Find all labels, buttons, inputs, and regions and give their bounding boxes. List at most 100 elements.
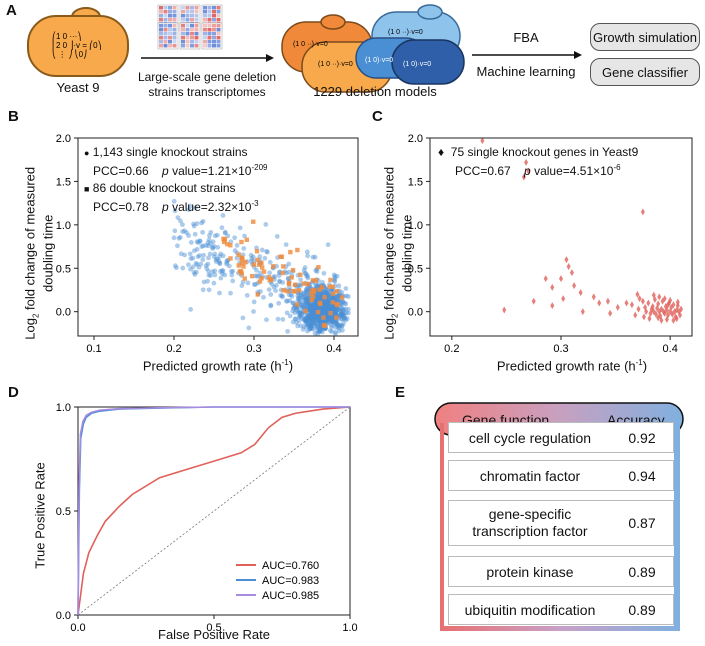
single-ko-point (314, 269, 320, 274)
single-ko-point (285, 328, 291, 334)
double-ko-point (313, 278, 319, 283)
single-ko-point (309, 312, 314, 317)
single-ko-point (276, 300, 282, 306)
gene-point (635, 290, 640, 298)
single-ko-point (284, 270, 289, 276)
chart-b: 0.1 0.2 0.3 0.4 0.0 0.5 1.0 1.5 2.0 (56, 133, 359, 355)
heatmap-cell (181, 6, 185, 10)
single-ko-point (309, 314, 315, 320)
double-ko-point (255, 257, 260, 263)
single-ko-point (337, 313, 343, 318)
single-ko-point (288, 292, 294, 298)
single-ko-point (191, 270, 197, 275)
single-ko-point (184, 230, 190, 236)
single-ko-point (307, 325, 313, 330)
heatmap-cell (190, 40, 194, 44)
single-ko-point (323, 304, 329, 310)
single-ko-point (318, 296, 324, 301)
gene-point (640, 297, 645, 305)
heatmap-cell (190, 18, 194, 22)
single-ko-point (302, 301, 308, 307)
single-ko-point (320, 279, 325, 285)
double-ko-point (280, 270, 285, 276)
heatmap-cell (203, 36, 207, 40)
panel-label-d: D (8, 384, 19, 401)
single-ko-point (302, 265, 308, 270)
single-ko-point (317, 294, 323, 300)
single-ko-point (323, 309, 329, 315)
chart-c-legend: ♦ 75 single knockout genes in Yeast9 (438, 145, 638, 159)
single-ko-point (322, 307, 328, 313)
single-ko-point (232, 248, 238, 253)
double-ko-point (285, 289, 290, 294)
heatmap-cell (212, 18, 216, 22)
single-ko-point (220, 212, 226, 218)
single-ko-point (322, 310, 328, 316)
single-ko-point (338, 310, 344, 316)
double-ko-point (261, 269, 267, 274)
gene-point (578, 289, 583, 297)
single-ko-point (340, 298, 346, 304)
single-ko-point (322, 309, 328, 315)
heatmap-cell (163, 36, 168, 40)
heatmap-cell (185, 44, 190, 48)
x-tick-label: 0.2 (444, 343, 459, 355)
single-ko-point (312, 303, 318, 308)
single-ko-point (333, 329, 338, 335)
single-ko-point (329, 322, 334, 328)
models-label: 1229 deletion models (313, 84, 437, 99)
double-ko-point (309, 288, 315, 293)
heatmap-cell (212, 32, 216, 36)
single-ko-point (299, 305, 305, 310)
single-ko-point (310, 315, 316, 321)
single-ko-point (317, 295, 323, 300)
single-ko-point (309, 320, 315, 326)
single-ko-point (326, 316, 332, 322)
single-ko-point (343, 310, 349, 316)
single-ko-point (309, 308, 314, 314)
single-ko-point (266, 287, 272, 293)
single-ko-point (329, 314, 335, 320)
single-ko-point (327, 296, 333, 301)
single-ko-point (297, 313, 303, 319)
single-ko-point (322, 304, 328, 310)
single-ko-point (319, 309, 325, 315)
single-ko-point (309, 302, 315, 308)
single-ko-point (304, 298, 310, 304)
single-ko-point (284, 298, 290, 304)
x-tick-label: 0.0 (70, 622, 85, 634)
roc-curve (77, 406, 351, 616)
single-ko-point (302, 291, 308, 297)
single-ko-point (304, 272, 310, 278)
single-ko-point (343, 293, 349, 299)
single-ko-point (336, 297, 341, 303)
single-ko-point (287, 313, 293, 319)
single-ko-point (331, 272, 337, 278)
single-ko-point (338, 311, 343, 317)
row-accuracy: 0.94 (628, 467, 656, 484)
heatmap-cell (185, 40, 190, 44)
plot-frame (77, 137, 359, 337)
single-ko-point (286, 261, 292, 267)
single-ko-point (318, 294, 323, 300)
roc-curve (77, 406, 350, 616)
single-ko-point (199, 244, 205, 249)
gene-point (615, 303, 620, 311)
single-ko-point (309, 310, 314, 316)
single-ko-point (198, 261, 204, 267)
legend-single-title: 1,143 single knockout strains (92, 145, 248, 159)
heatmap-cell (190, 36, 194, 40)
single-ko-point (312, 304, 318, 309)
single-ko-point (300, 326, 306, 332)
heatmap-cell (181, 32, 185, 36)
single-ko-point (297, 310, 302, 316)
single-ko-point (320, 291, 326, 296)
single-ko-point (307, 314, 313, 320)
single-ko-point (195, 240, 201, 246)
svg-text:⎝ ⋮ ⎠ ⎝0⎠: ⎝ ⋮ ⎠ ⎝0⎠ (52, 49, 87, 59)
single-ko-point (293, 316, 298, 322)
heatmap-cell (159, 32, 163, 36)
single-ko-point (325, 305, 331, 311)
single-ko-point (296, 310, 302, 316)
x-tick-label: 0.3 (246, 343, 261, 355)
